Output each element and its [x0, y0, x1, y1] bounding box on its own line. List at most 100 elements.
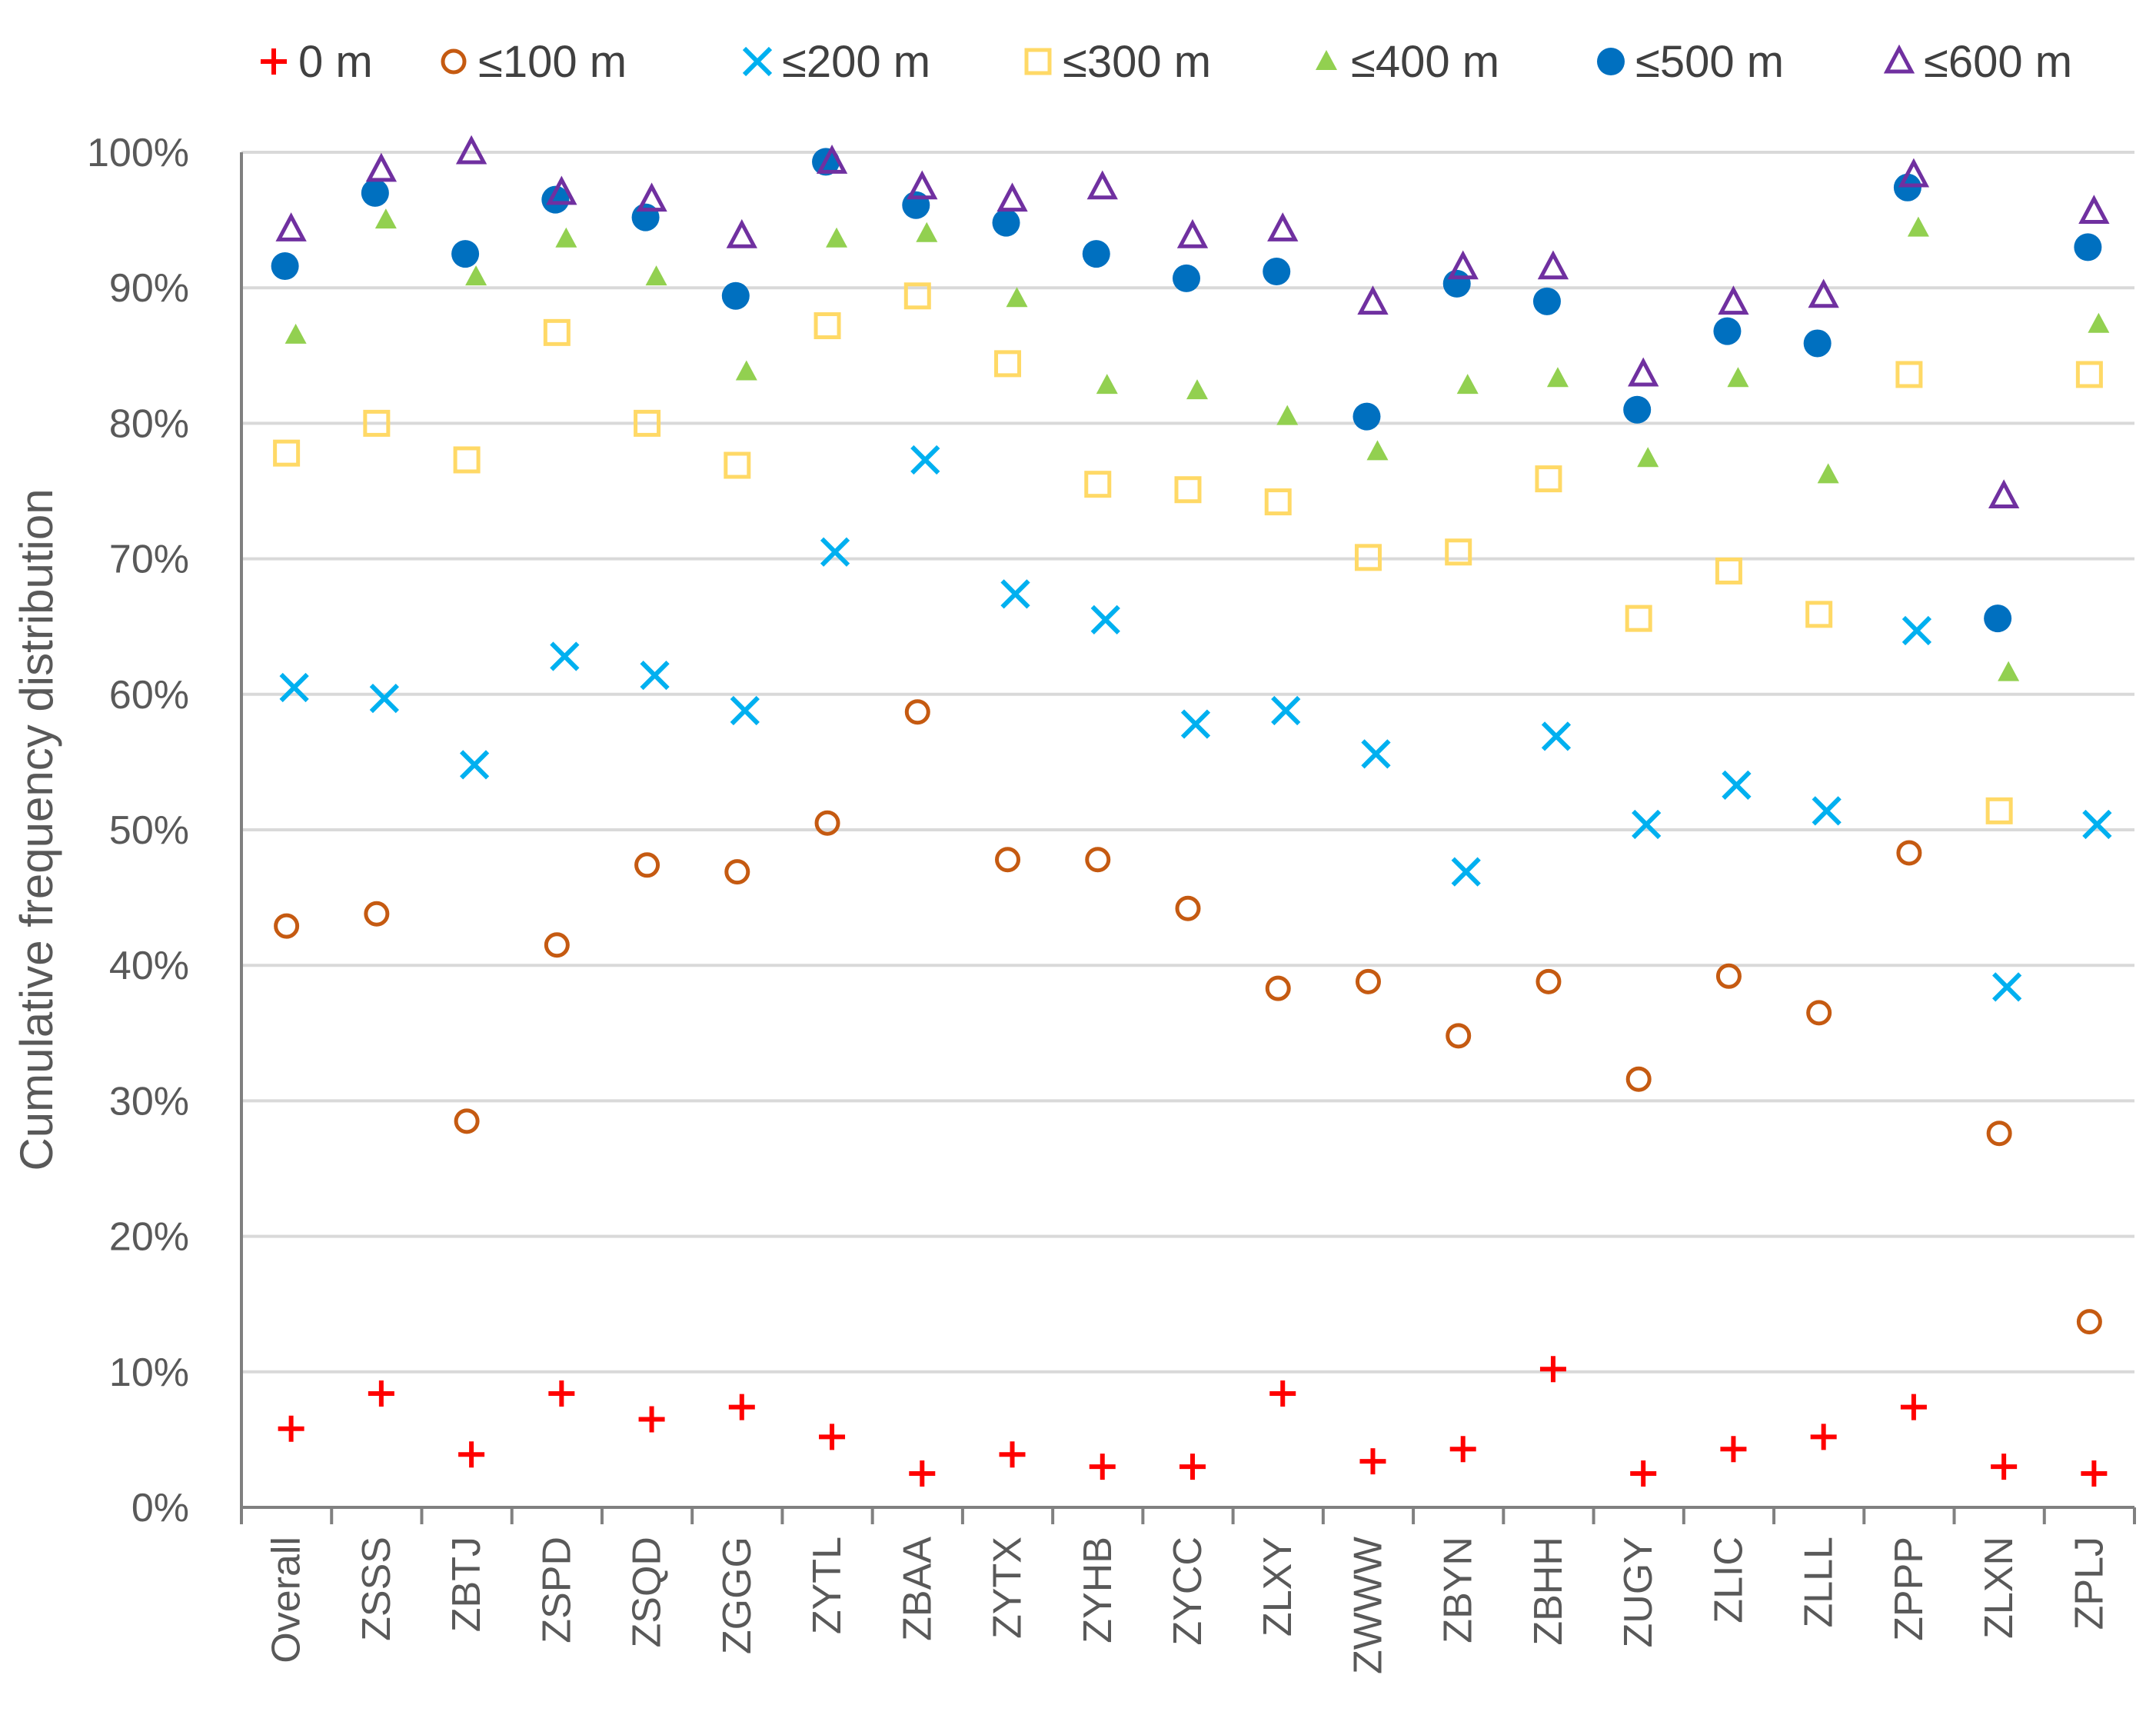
data-point-triangle-open [1808, 278, 1839, 308]
x-category-label: Overall [265, 1537, 309, 1663]
data-point-circle-filled [361, 178, 389, 207]
x-category-label: ZPPP [1887, 1537, 1931, 1641]
data-point-square-open [1264, 488, 1292, 516]
data-point-square-open [1985, 797, 2013, 824]
data-point-plus [1089, 1454, 1116, 1480]
data-point-circle-open [1896, 840, 1922, 866]
data-point-circle-filled [1263, 258, 1291, 286]
data-point-square-open [1625, 604, 1652, 632]
data-point-triangle-filled [1366, 440, 1389, 461]
x-category-label: ZBYN [1436, 1537, 1481, 1643]
data-point-x [910, 445, 940, 475]
data-point-x [1090, 604, 1120, 635]
data-point-square-open [1715, 557, 1742, 584]
legend-item: ≤100 m [441, 37, 627, 87]
data-point-x [1632, 809, 1662, 840]
data-point-circle-open [1625, 1066, 1652, 1092]
data-point-triangle-filled [916, 221, 938, 242]
data-point-circle-open [274, 913, 300, 939]
x-category-label: ZBHH [1526, 1537, 1571, 1646]
y-tick-label: 40% [109, 944, 189, 988]
data-point-triangle-open [1357, 285, 1389, 315]
data-point-circle-filled [902, 191, 930, 219]
legend-marker-triangle-filled [1316, 50, 1337, 70]
data-point-triangle-open [455, 135, 487, 165]
legend-label: ≤100 m [478, 37, 627, 87]
data-point-circle-filled [1893, 173, 1921, 201]
data-point-circle-filled [2074, 233, 2102, 261]
legend-item: ≤400 m [1316, 37, 1499, 87]
x-category-label: ZPLJ [2067, 1537, 2111, 1630]
data-point-circle-open [1806, 1000, 1832, 1026]
data-point-circle-filled [541, 185, 570, 214]
data-point-x [1361, 739, 1391, 769]
data-point-plus [278, 1415, 304, 1442]
x-category-label: ZSPD [534, 1537, 579, 1643]
data-point-circle-filled [1442, 269, 1471, 298]
data-point-triangle-filled [1998, 661, 2020, 681]
data-point-plus [1991, 1454, 2018, 1480]
data-point-triangle-filled [735, 360, 757, 381]
data-point-square-open [363, 409, 391, 437]
y-tick-label: 70% [109, 538, 189, 582]
data-point-plus [1810, 1424, 1837, 1450]
data-point-circle-open [995, 847, 1021, 873]
data-point-square-open [1354, 544, 1382, 571]
data-point-triangle-open [816, 145, 848, 174]
data-point-square-open [1174, 476, 1202, 504]
data-point-x [550, 641, 580, 671]
data-point-triangle-open [1628, 357, 1659, 387]
data-point-triangle-open [275, 212, 307, 241]
x-category-label: ZGGG [715, 1537, 760, 1654]
data-point-circle-filled [1352, 402, 1381, 431]
data-point-circle-filled [1173, 264, 1200, 292]
data-point-triangle-open [2078, 195, 2110, 225]
y-tick-label: 30% [109, 1079, 189, 1124]
data-point-plus [368, 1380, 394, 1407]
data-point-square-open [903, 282, 931, 310]
y-tick-label: 20% [109, 1215, 189, 1260]
data-point-circle-open [1175, 895, 1201, 921]
legend-label: ≤400 m [1351, 37, 1499, 87]
x-category-label: ZBAA [895, 1537, 940, 1641]
data-point-x [369, 683, 399, 714]
data-point-x [1271, 695, 1301, 726]
data-point-square-open [543, 318, 571, 346]
data-point-triangle-filled [374, 208, 397, 229]
data-point-triangle-filled [2088, 312, 2110, 333]
data-point-triangle-filled [1186, 379, 1208, 400]
data-point-square-open [1084, 471, 1112, 498]
legend-label: ≤300 m [1063, 37, 1211, 87]
data-point-square-open [994, 350, 1022, 378]
legend-item: ≤200 m [742, 37, 930, 87]
legend: 0 m ≤100 m ≤200 m ≤300 m ≤400 m ≤500 m ≤600 m [261, 37, 2072, 87]
legend-item: ≤300 m [1024, 37, 1211, 87]
data-point-plus [1359, 1448, 1386, 1475]
x-category-label: ZLLL [1797, 1537, 1842, 1628]
data-point-circle-open [814, 810, 840, 836]
data-point-plus [1269, 1380, 1296, 1407]
data-point-triangle-filled [1727, 367, 1749, 388]
data-point-circle-open [724, 859, 750, 885]
data-point-triangle-open [726, 218, 757, 248]
y-tick-label: 60% [109, 673, 189, 718]
data-point-circle-filled [1984, 604, 2012, 633]
data-point-x [279, 672, 309, 703]
data-point-plus [999, 1441, 1026, 1468]
data-point-circle-open [454, 1108, 480, 1134]
data-point-circle-filled [1532, 287, 1561, 315]
data-point-triangle-filled [1637, 447, 1659, 468]
legend-marker-circle-open [441, 48, 467, 75]
x-category-label: ZSSS [354, 1537, 399, 1641]
x-category-label: ZYHB [1076, 1537, 1120, 1643]
x-category-label: ZUGY [1616, 1537, 1661, 1647]
legend-label: 0 m [298, 37, 373, 87]
data-point-circle-filled [721, 281, 750, 310]
data-point-x [1451, 857, 1481, 887]
data-point-triangle-filled [1817, 463, 1839, 484]
axes: 0% 10% 20% 30% 40% 50% 60% 70% 80% 90% 100% Overall… [11, 131, 2136, 1674]
data-point-x [820, 537, 850, 567]
data-points [271, 135, 2112, 1487]
data-point-circle-open [1715, 963, 1742, 989]
